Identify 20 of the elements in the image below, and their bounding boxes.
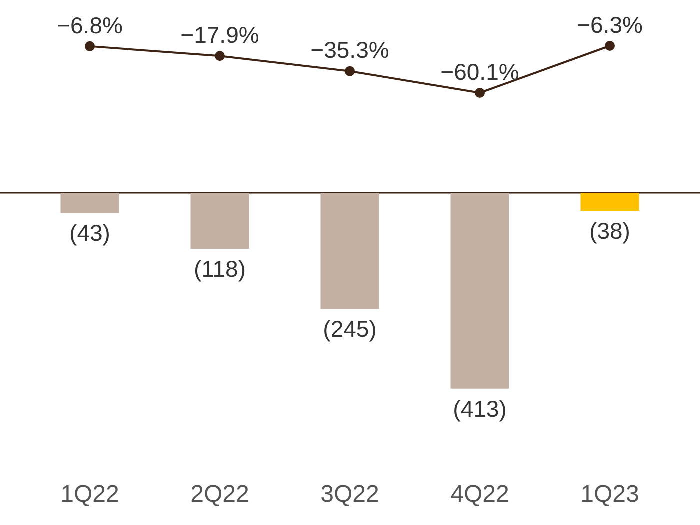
data-label: −17.9%	[180, 22, 260, 48]
data-label: (43)	[70, 220, 110, 246]
x-tick-label: 1Q23	[580, 481, 640, 508]
data-label: (118)	[194, 256, 246, 282]
point	[345, 66, 355, 76]
data-label: −35.3%	[310, 37, 390, 64]
x-tick-label: 4Q22	[450, 481, 510, 508]
point	[475, 88, 485, 98]
data-label: −6.3%	[577, 12, 643, 38]
x-tick-label: 2Q22	[190, 481, 250, 508]
data-label: (413)	[453, 396, 507, 422]
data-label: (38)	[590, 218, 630, 244]
data-label: (245)	[323, 316, 377, 342]
point	[85, 41, 95, 52]
point	[215, 51, 225, 62]
data-label: −6.8%	[57, 12, 123, 38]
point	[605, 41, 615, 51]
data-label: −60.1%	[440, 58, 520, 85]
x-tick-label: 1Q22	[60, 481, 120, 508]
x-tick-label: 3Q22	[320, 481, 380, 508]
